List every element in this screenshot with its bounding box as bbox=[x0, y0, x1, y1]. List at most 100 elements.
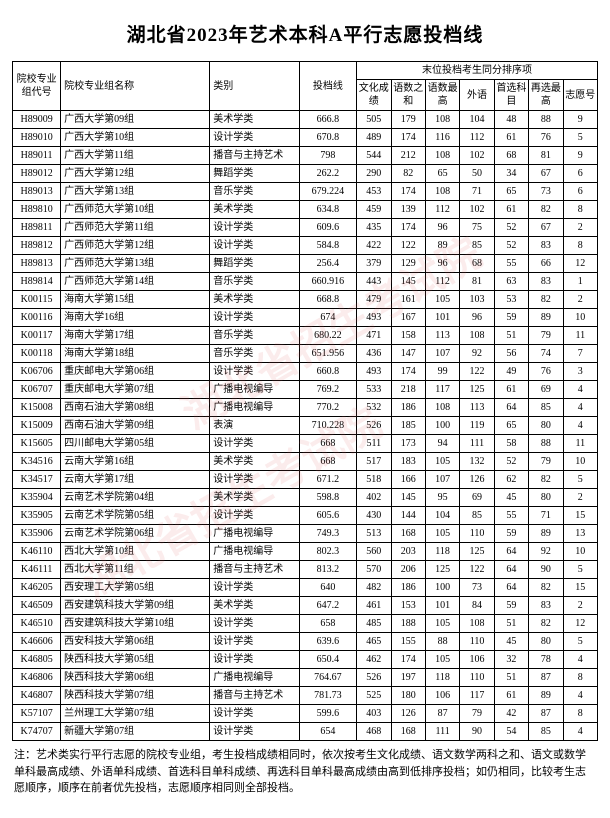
cell-c2: 206 bbox=[391, 561, 425, 579]
cell-c2: 145 bbox=[391, 273, 425, 291]
table-row: K35905云南艺术学院第05组设计学类605.6430144104855571… bbox=[13, 507, 598, 525]
cell-type: 美术学类 bbox=[210, 597, 299, 615]
cell-name: 广西师范大学第14组 bbox=[61, 273, 210, 291]
cell-c2: 158 bbox=[391, 327, 425, 345]
cell-code: K46805 bbox=[13, 651, 61, 669]
cell-c3: 100 bbox=[425, 579, 459, 597]
cell-c7: 2 bbox=[563, 219, 597, 237]
cell-c5: 59 bbox=[494, 525, 528, 543]
cell-c1: 493 bbox=[357, 363, 391, 381]
cell-c6: 78 bbox=[529, 651, 563, 669]
cell-c7: 2 bbox=[563, 291, 597, 309]
cell-c3: 116 bbox=[425, 129, 459, 147]
cell-c1: 511 bbox=[357, 435, 391, 453]
cell-c5: 49 bbox=[494, 363, 528, 381]
cell-score: 679.224 bbox=[299, 183, 356, 201]
cell-c3: 65 bbox=[425, 165, 459, 183]
cell-c2: 174 bbox=[391, 129, 425, 147]
cell-c7: 8 bbox=[563, 237, 597, 255]
cell-score: 666.8 bbox=[299, 111, 356, 129]
cell-c7: 4 bbox=[563, 651, 597, 669]
cell-code: K00117 bbox=[13, 327, 61, 345]
cell-score: 764.67 bbox=[299, 669, 356, 687]
table-row: K00116海南大学16组设计学类67449316710196598910 bbox=[13, 309, 598, 327]
cell-type: 设计学类 bbox=[210, 309, 299, 327]
cell-type: 美术学类 bbox=[210, 111, 299, 129]
cell-score: 256.4 bbox=[299, 255, 356, 273]
cell-score: 671.2 bbox=[299, 471, 356, 489]
cell-score: 609.6 bbox=[299, 219, 356, 237]
table-row: K35904云南艺术学院第04组美术学类598.8402145956945802 bbox=[13, 489, 598, 507]
cell-code: H89813 bbox=[13, 255, 61, 273]
cell-c4: 122 bbox=[460, 363, 494, 381]
cell-c4: 103 bbox=[460, 291, 494, 309]
cell-c2: 126 bbox=[391, 705, 425, 723]
cell-code: K46205 bbox=[13, 579, 61, 597]
cell-name: 重庆邮电大学第07组 bbox=[61, 381, 210, 399]
cell-c6: 79 bbox=[529, 327, 563, 345]
cell-c7: 11 bbox=[563, 327, 597, 345]
cell-c6: 89 bbox=[529, 309, 563, 327]
table-row: H89013广西大学第13组音乐学类679.224453174108716573… bbox=[13, 183, 598, 201]
cell-type: 设计学类 bbox=[210, 579, 299, 597]
document-title: 湖北省2023年艺术本科A平行志愿投档线 bbox=[12, 20, 598, 47]
cell-c2: 174 bbox=[391, 183, 425, 201]
cell-type: 设计学类 bbox=[210, 633, 299, 651]
cell-c1: 493 bbox=[357, 309, 391, 327]
cell-c1: 517 bbox=[357, 453, 391, 471]
cell-c2: 186 bbox=[391, 399, 425, 417]
cell-c6: 81 bbox=[529, 147, 563, 165]
cell-c3: 104 bbox=[425, 507, 459, 525]
cell-type: 广播电视编导 bbox=[210, 543, 299, 561]
cell-c1: 459 bbox=[357, 201, 391, 219]
cell-code: H89810 bbox=[13, 201, 61, 219]
cell-c3: 96 bbox=[425, 219, 459, 237]
footnote-text: 注：艺术类实行平行志愿的院校专业组，考生投档成绩相同时，依次按考生文化成绩、语文… bbox=[12, 747, 598, 797]
cell-c1: 526 bbox=[357, 417, 391, 435]
cell-c6: 69 bbox=[529, 381, 563, 399]
cell-name: 云南艺术学院第06组 bbox=[61, 525, 210, 543]
cell-c1: 485 bbox=[357, 615, 391, 633]
cell-code: K00116 bbox=[13, 309, 61, 327]
cell-c2: 183 bbox=[391, 453, 425, 471]
cell-score: 674 bbox=[299, 309, 356, 327]
cell-c3: 113 bbox=[425, 327, 459, 345]
table-row: H89009广西大学第09组美术学类666.850517910810448889 bbox=[13, 111, 598, 129]
cell-code: K46509 bbox=[13, 597, 61, 615]
cell-c7: 15 bbox=[563, 579, 597, 597]
cell-score: 647.2 bbox=[299, 597, 356, 615]
cell-c2: 122 bbox=[391, 237, 425, 255]
cell-c4: 125 bbox=[460, 381, 494, 399]
table-row: K00115海南大学第15组美术学类668.847916110510353822 bbox=[13, 291, 598, 309]
cell-c5: 58 bbox=[494, 435, 528, 453]
table-row: K00118海南大学第18组音乐学类651.956436147107925674… bbox=[13, 345, 598, 363]
cell-c1: 560 bbox=[357, 543, 391, 561]
cell-type: 美术学类 bbox=[210, 291, 299, 309]
cell-type: 广播电视编导 bbox=[210, 525, 299, 543]
cell-score: 813.2 bbox=[299, 561, 356, 579]
table-row: K06707重庆邮电大学第07组广播电视编导769.25332181171256… bbox=[13, 381, 598, 399]
cell-c3: 118 bbox=[425, 543, 459, 561]
cell-c5: 63 bbox=[494, 273, 528, 291]
cell-c2: 147 bbox=[391, 345, 425, 363]
cell-c1: 462 bbox=[357, 651, 391, 669]
cell-c7: 5 bbox=[563, 561, 597, 579]
cell-c6: 85 bbox=[529, 399, 563, 417]
cell-c4: 84 bbox=[460, 597, 494, 615]
table-row: K46509西安建筑科技大学第09组美术学类647.24611531018459… bbox=[13, 597, 598, 615]
cell-c6: 83 bbox=[529, 597, 563, 615]
cell-c5: 65 bbox=[494, 417, 528, 435]
cell-c7: 8 bbox=[563, 705, 597, 723]
cell-score: 781.73 bbox=[299, 687, 356, 705]
cell-c6: 92 bbox=[529, 543, 563, 561]
cell-name: 四川邮电大学第05组 bbox=[61, 435, 210, 453]
cell-c7: 4 bbox=[563, 687, 597, 705]
cell-type: 设计学类 bbox=[210, 723, 299, 741]
cell-c4: 117 bbox=[460, 687, 494, 705]
table-row: K57107兰州理工大学第07组设计学类599.6403126877942878 bbox=[13, 705, 598, 723]
cell-c4: 73 bbox=[460, 579, 494, 597]
cell-type: 音乐学类 bbox=[210, 183, 299, 201]
cell-c6: 67 bbox=[529, 219, 563, 237]
cell-score: 639.6 bbox=[299, 633, 356, 651]
cell-c4: 104 bbox=[460, 111, 494, 129]
